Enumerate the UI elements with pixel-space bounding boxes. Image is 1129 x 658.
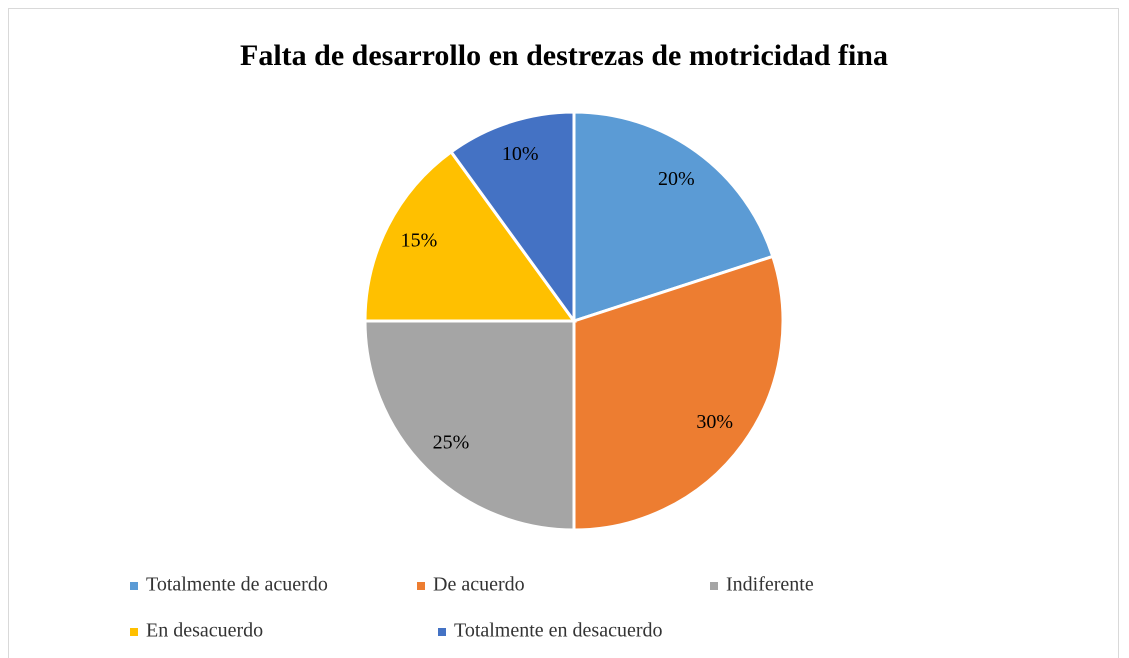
legend-swatch [130,628,138,636]
legend-swatch [438,628,446,636]
legend-label: Totalmente en desacuerdo [454,620,663,642]
pie-slice [363,319,576,532]
pie-slice [572,110,775,324]
legend-label: En desacuerdo [146,620,263,642]
data-label: 15% [401,230,438,252]
legend-swatch [710,582,718,590]
data-label: 25% [433,432,470,454]
pie-slice [363,149,577,323]
chart-title: Falta de desarrollo en destrezas de motr… [240,39,888,72]
data-label: 10% [502,143,539,165]
legend-label: Indiferente [726,574,814,596]
legend-swatch [130,582,138,590]
legend-label: De acuerdo [433,574,525,596]
data-label: 30% [696,411,733,433]
pie-slice [449,110,576,326]
data-label: 20% [658,168,695,190]
legend-label: Totalmente de acuerdo [146,574,328,596]
legend-swatch [417,582,425,590]
pie-slice [572,254,785,532]
